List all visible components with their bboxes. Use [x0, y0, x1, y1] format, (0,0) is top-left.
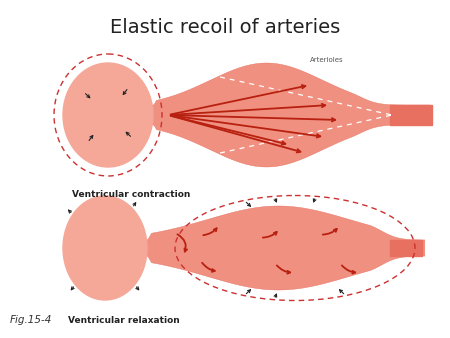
Ellipse shape	[63, 196, 147, 300]
Text: Elastic recoil of arteries: Elastic recoil of arteries	[110, 18, 340, 37]
Polygon shape	[143, 206, 425, 290]
Text: Arterioles: Arterioles	[310, 57, 344, 63]
Ellipse shape	[63, 63, 153, 167]
Text: Ventricular relaxation: Ventricular relaxation	[68, 316, 180, 325]
Bar	[390, 105, 432, 125]
Text: Fig.15-4: Fig.15-4	[10, 315, 52, 325]
Polygon shape	[148, 63, 430, 167]
Text: Ventricular contraction: Ventricular contraction	[72, 190, 190, 199]
Bar	[390, 240, 422, 256]
